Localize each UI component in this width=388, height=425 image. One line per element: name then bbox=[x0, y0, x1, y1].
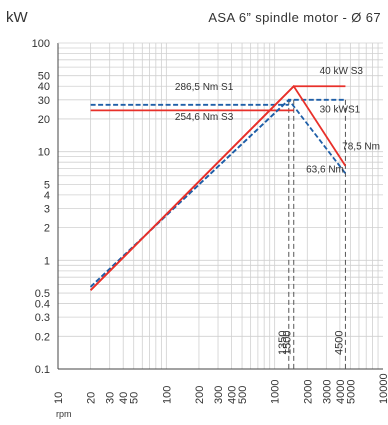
x-tick-label: 100 bbox=[161, 386, 173, 404]
x-tick-label: 5000 bbox=[345, 380, 357, 404]
y-tick-label: 0.3 bbox=[35, 312, 50, 324]
x-tick-label: 300 bbox=[213, 386, 225, 404]
x-tick-label: 20 bbox=[86, 392, 98, 404]
x-tick-label: 4000 bbox=[335, 380, 347, 404]
y-tick-label: 2 bbox=[44, 223, 50, 235]
x-tick-label: 40 bbox=[118, 392, 130, 404]
y-axis-unit: kW bbox=[6, 9, 29, 26]
speed-marker-label: 4500 bbox=[333, 331, 345, 355]
x-tick-label: 400 bbox=[227, 386, 239, 404]
x-tick-label: 200 bbox=[194, 386, 206, 404]
annotation-label: 63,6 Nm bbox=[306, 165, 344, 176]
x-tick-label: 30 bbox=[105, 392, 117, 404]
y-tick-label: 0.2 bbox=[35, 331, 50, 343]
y-tick-label: 1 bbox=[44, 255, 50, 267]
y-tick-label: 20 bbox=[38, 114, 50, 126]
y-tick-label: 5 bbox=[44, 179, 50, 191]
y-tick-label: 30 bbox=[38, 95, 50, 107]
x-tick-label: 500 bbox=[237, 386, 249, 404]
annotation-label: 40 kW S3 bbox=[320, 66, 364, 77]
series-lines bbox=[89, 84, 347, 291]
y-tick-label: 3 bbox=[44, 203, 50, 215]
speed-marker-label: 1350 bbox=[277, 331, 289, 355]
annotations: 286,5 Nm S1 254,6 Nm S3 40 kW S3 30 kWS1 78,… bbox=[175, 66, 380, 176]
speed-marker-label: 1500 bbox=[282, 331, 294, 355]
x-axis-unit: rpm bbox=[56, 409, 72, 419]
x-tick-label: 10 bbox=[53, 392, 65, 404]
y-tick-label: 4 bbox=[44, 190, 50, 202]
y-tick-label: 10 bbox=[38, 147, 50, 159]
y-tick-label: 0.4 bbox=[35, 299, 50, 311]
x-tick-label: 1000 bbox=[270, 380, 282, 404]
x-tick-label: 3000 bbox=[321, 380, 333, 404]
y-tick-label: 0.5 bbox=[35, 288, 50, 300]
s3-power-line bbox=[89, 85, 346, 291]
plot-frame bbox=[57, 42, 383, 370]
annotation-label: 30 kWS1 bbox=[320, 104, 361, 115]
y-tick-label: 0.1 bbox=[35, 364, 50, 376]
y-tick-label: 50 bbox=[38, 71, 50, 83]
annotation-label: 286,5 Nm S1 bbox=[175, 82, 234, 93]
y-tick-label: 40 bbox=[38, 81, 50, 93]
x-tick-label: 50 bbox=[129, 392, 141, 404]
annotation-label: 254,6 Nm S3 bbox=[175, 112, 234, 123]
chart-title: ASA 6” spindle motor - Ø 67 bbox=[208, 10, 381, 25]
y-tick-label: 100 bbox=[32, 38, 50, 50]
x-tick-label: 2000 bbox=[302, 380, 314, 404]
annotation-label: 78,5 Nm bbox=[342, 141, 380, 152]
x-tick-label: 10000 bbox=[378, 373, 388, 404]
